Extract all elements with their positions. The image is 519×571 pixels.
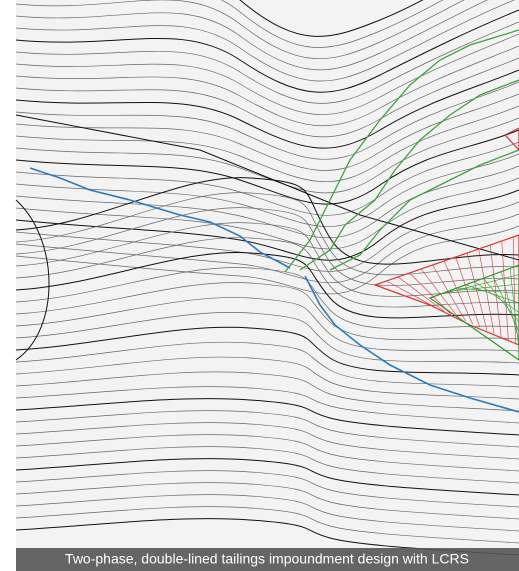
- contour-line: [15, 153, 519, 227]
- contour-line: [15, 105, 519, 183]
- contour-line: [500, 271, 519, 342]
- contour-line: [492, 274, 519, 332]
- contour-line: [239, 0, 424, 37]
- contour-line: [15, 470, 519, 508]
- berm-outline: [284, 29, 519, 273]
- contour-line: [15, 494, 519, 532]
- contour-line: [15, 386, 519, 424]
- contour-line: [220, 0, 444, 48]
- contour-line: [15, 165, 519, 239]
- caption: Two-phase, double-lined tailings impound…: [65, 551, 469, 567]
- contour-line: [15, 177, 519, 265]
- contour-line: [374, 284, 431, 306]
- contour-line: [15, 312, 519, 364]
- contour-line: [15, 267, 519, 330]
- contour-line: [15, 398, 519, 436]
- contour-line: [15, 518, 519, 556]
- contour-line: [15, 341, 519, 388]
- contour-line: [15, 297, 519, 352]
- caption-bar: [16, 548, 519, 571]
- contour-line: [420, 268, 459, 318]
- berm-outline: [329, 149, 519, 271]
- stream-line: [29, 167, 291, 269]
- contour-line: [15, 0, 465, 60]
- cell-liner: [504, 127, 519, 151]
- contour-line: [489, 244, 502, 338]
- contour-line: [15, 326, 519, 376]
- stream-line: [304, 275, 519, 413]
- contour-line: [15, 33, 519, 115]
- contour-line: [509, 268, 519, 351]
- contour-line: [15, 252, 519, 319]
- contour-line: [15, 222, 519, 297]
- contour-line: [15, 57, 519, 138]
- contour-line: [15, 129, 519, 205]
- contour-line: [15, 422, 519, 460]
- contour-line: [15, 117, 519, 194]
- contour-line: [15, 458, 519, 496]
- contour-line: [15, 81, 519, 160]
- contour-line: [15, 114, 519, 261]
- feature-group: [29, 29, 519, 413]
- contour-line: [409, 272, 452, 315]
- contour-line: [15, 434, 519, 472]
- contour-line: [15, 177, 519, 250]
- contour-line: [15, 506, 519, 544]
- contour-line: [455, 256, 481, 328]
- contour-line: [501, 240, 509, 341]
- contour-line: [15, 192, 519, 276]
- berm-outline: [299, 79, 519, 271]
- contour-line: [15, 446, 519, 484]
- contour-line: [443, 260, 473, 325]
- contour-line: [15, 69, 519, 149]
- contour-line: [432, 264, 466, 322]
- contour-line: [483, 278, 519, 323]
- contour-line: [15, 371, 519, 412]
- contour-line: [15, 45, 519, 126]
- contour-group: [15, 0, 519, 556]
- contour-line: [386, 280, 438, 309]
- contour-line: [15, 141, 519, 216]
- contour-line: [15, 0, 516, 82]
- contour-line: [15, 199, 50, 361]
- contour-line: [15, 282, 519, 340]
- contour-line: [15, 482, 519, 520]
- contour-line: [15, 0, 489, 71]
- contour-line: [15, 356, 519, 400]
- contour-line: [474, 281, 519, 313]
- contour-line: [15, 9, 519, 93]
- contour-line: [15, 93, 519, 171]
- contour-line: [15, 21, 519, 104]
- contour-line: [15, 410, 519, 448]
- contour-line: [397, 276, 445, 312]
- contour-line: [466, 252, 488, 331]
- contour-line: [478, 248, 495, 334]
